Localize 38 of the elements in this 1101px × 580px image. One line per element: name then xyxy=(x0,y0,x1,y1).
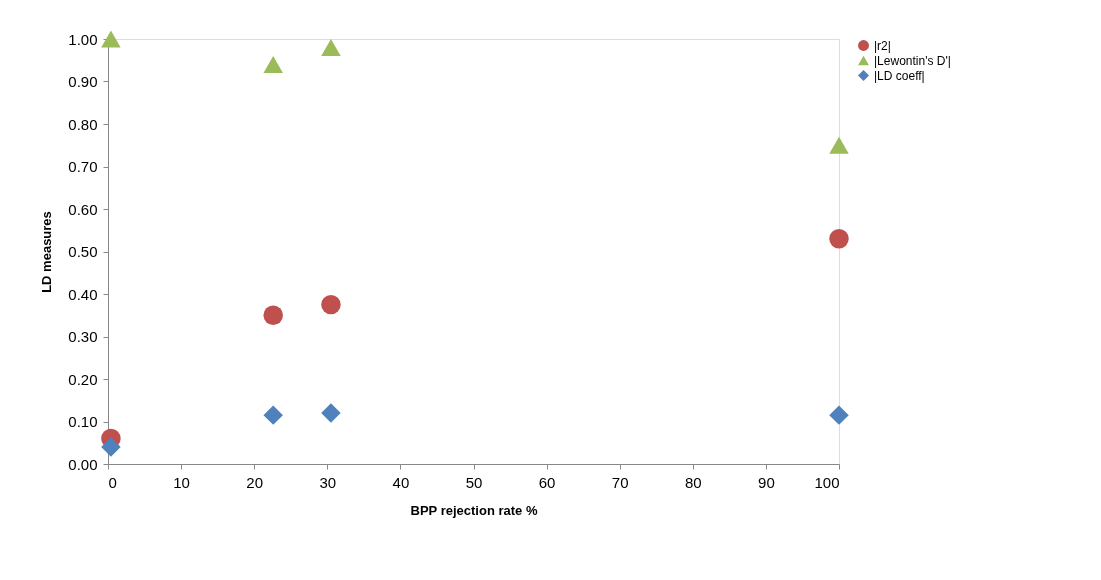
x-axis-title: BPP rejection rate % xyxy=(410,502,538,518)
x-tick-label: 30 xyxy=(319,473,337,491)
legend-label: |r2| xyxy=(874,38,891,53)
y-axis-title: LD measures xyxy=(39,211,55,293)
point xyxy=(101,30,121,48)
x-tick-label: 0 xyxy=(108,473,117,491)
y-tick-label: 1.00 xyxy=(68,30,98,48)
y-tick-label: 0.40 xyxy=(68,285,98,303)
y-tick-label: 0.80 xyxy=(68,115,98,133)
x-tick-label: 50 xyxy=(465,473,483,491)
point xyxy=(321,39,341,56)
point xyxy=(321,403,341,423)
point xyxy=(263,56,283,73)
y-tick-label: 0.30 xyxy=(68,328,98,345)
y-tick-label: 0.70 xyxy=(68,158,98,175)
y-tick-label: 0.20 xyxy=(68,370,98,388)
y-tick-label: 0.10 xyxy=(68,413,98,430)
y-tick-label: 0.90 xyxy=(68,73,98,90)
x-tick-label: 20 xyxy=(246,473,264,491)
legend-label: |Lewontin's D'| xyxy=(874,53,951,68)
point xyxy=(829,136,849,154)
x-tick-label: 90 xyxy=(758,473,775,491)
x-tick-label: 100 xyxy=(814,473,840,491)
x-tick-label: 10 xyxy=(173,473,190,491)
y-tick-label: 0.50 xyxy=(68,243,98,260)
y-tick-label: 0.60 xyxy=(68,200,98,218)
point xyxy=(829,229,849,249)
x-tick-label: 70 xyxy=(611,473,629,491)
point xyxy=(829,405,849,425)
x-tick-label: 40 xyxy=(392,473,410,491)
point xyxy=(263,305,283,325)
x-tick-label: 80 xyxy=(684,473,702,491)
x-tick-label: 60 xyxy=(538,473,556,491)
legend-label: |LD coeff| xyxy=(874,68,925,83)
point xyxy=(321,294,341,315)
y-tick-label: 0.00 xyxy=(68,455,98,473)
point xyxy=(101,437,121,457)
point xyxy=(263,405,283,425)
